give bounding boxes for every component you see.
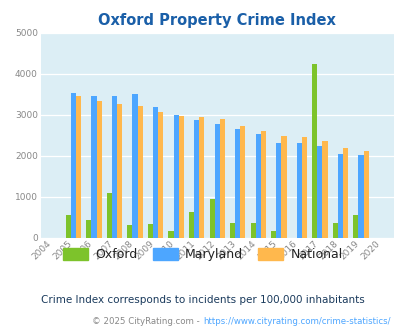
Bar: [275, 143, 281, 238]
Bar: [296, 144, 301, 238]
Bar: [107, 193, 112, 238]
Bar: [234, 129, 240, 238]
Text: © 2025 CityRating.com -: © 2025 CityRating.com -: [92, 317, 202, 326]
Bar: [147, 224, 153, 238]
Bar: [271, 231, 275, 238]
Bar: [311, 64, 317, 238]
Bar: [153, 107, 158, 238]
Bar: [342, 148, 347, 238]
Text: Crime Index corresponds to incidents per 100,000 inhabitants: Crime Index corresponds to incidents per…: [41, 295, 364, 305]
Bar: [96, 101, 101, 238]
Bar: [91, 96, 96, 238]
Bar: [188, 212, 194, 238]
Bar: [230, 223, 234, 238]
Bar: [137, 106, 143, 238]
Bar: [158, 113, 163, 238]
Bar: [199, 117, 204, 238]
Bar: [173, 115, 178, 238]
Bar: [178, 116, 183, 238]
Title: Oxford Property Crime Index: Oxford Property Crime Index: [98, 13, 335, 28]
Bar: [86, 220, 91, 238]
Bar: [317, 146, 322, 238]
Bar: [112, 96, 117, 238]
Bar: [260, 131, 265, 238]
Bar: [127, 224, 132, 238]
Bar: [337, 154, 342, 238]
Bar: [219, 119, 224, 238]
Bar: [281, 136, 286, 238]
Bar: [322, 141, 327, 238]
Bar: [76, 96, 81, 238]
Bar: [250, 223, 255, 238]
Bar: [358, 155, 362, 238]
Bar: [362, 151, 368, 238]
Bar: [352, 215, 358, 238]
Bar: [71, 93, 76, 238]
Bar: [66, 215, 71, 238]
Bar: [194, 120, 199, 238]
Bar: [255, 135, 260, 238]
Legend: Oxford, Maryland, National: Oxford, Maryland, National: [58, 243, 347, 266]
Bar: [214, 124, 219, 238]
Bar: [240, 126, 245, 238]
Bar: [168, 231, 173, 238]
Bar: [332, 223, 337, 238]
Bar: [132, 94, 137, 238]
Bar: [117, 104, 122, 238]
Text: https://www.cityrating.com/crime-statistics/: https://www.cityrating.com/crime-statist…: [202, 317, 390, 326]
Bar: [209, 199, 214, 238]
Bar: [301, 137, 306, 238]
